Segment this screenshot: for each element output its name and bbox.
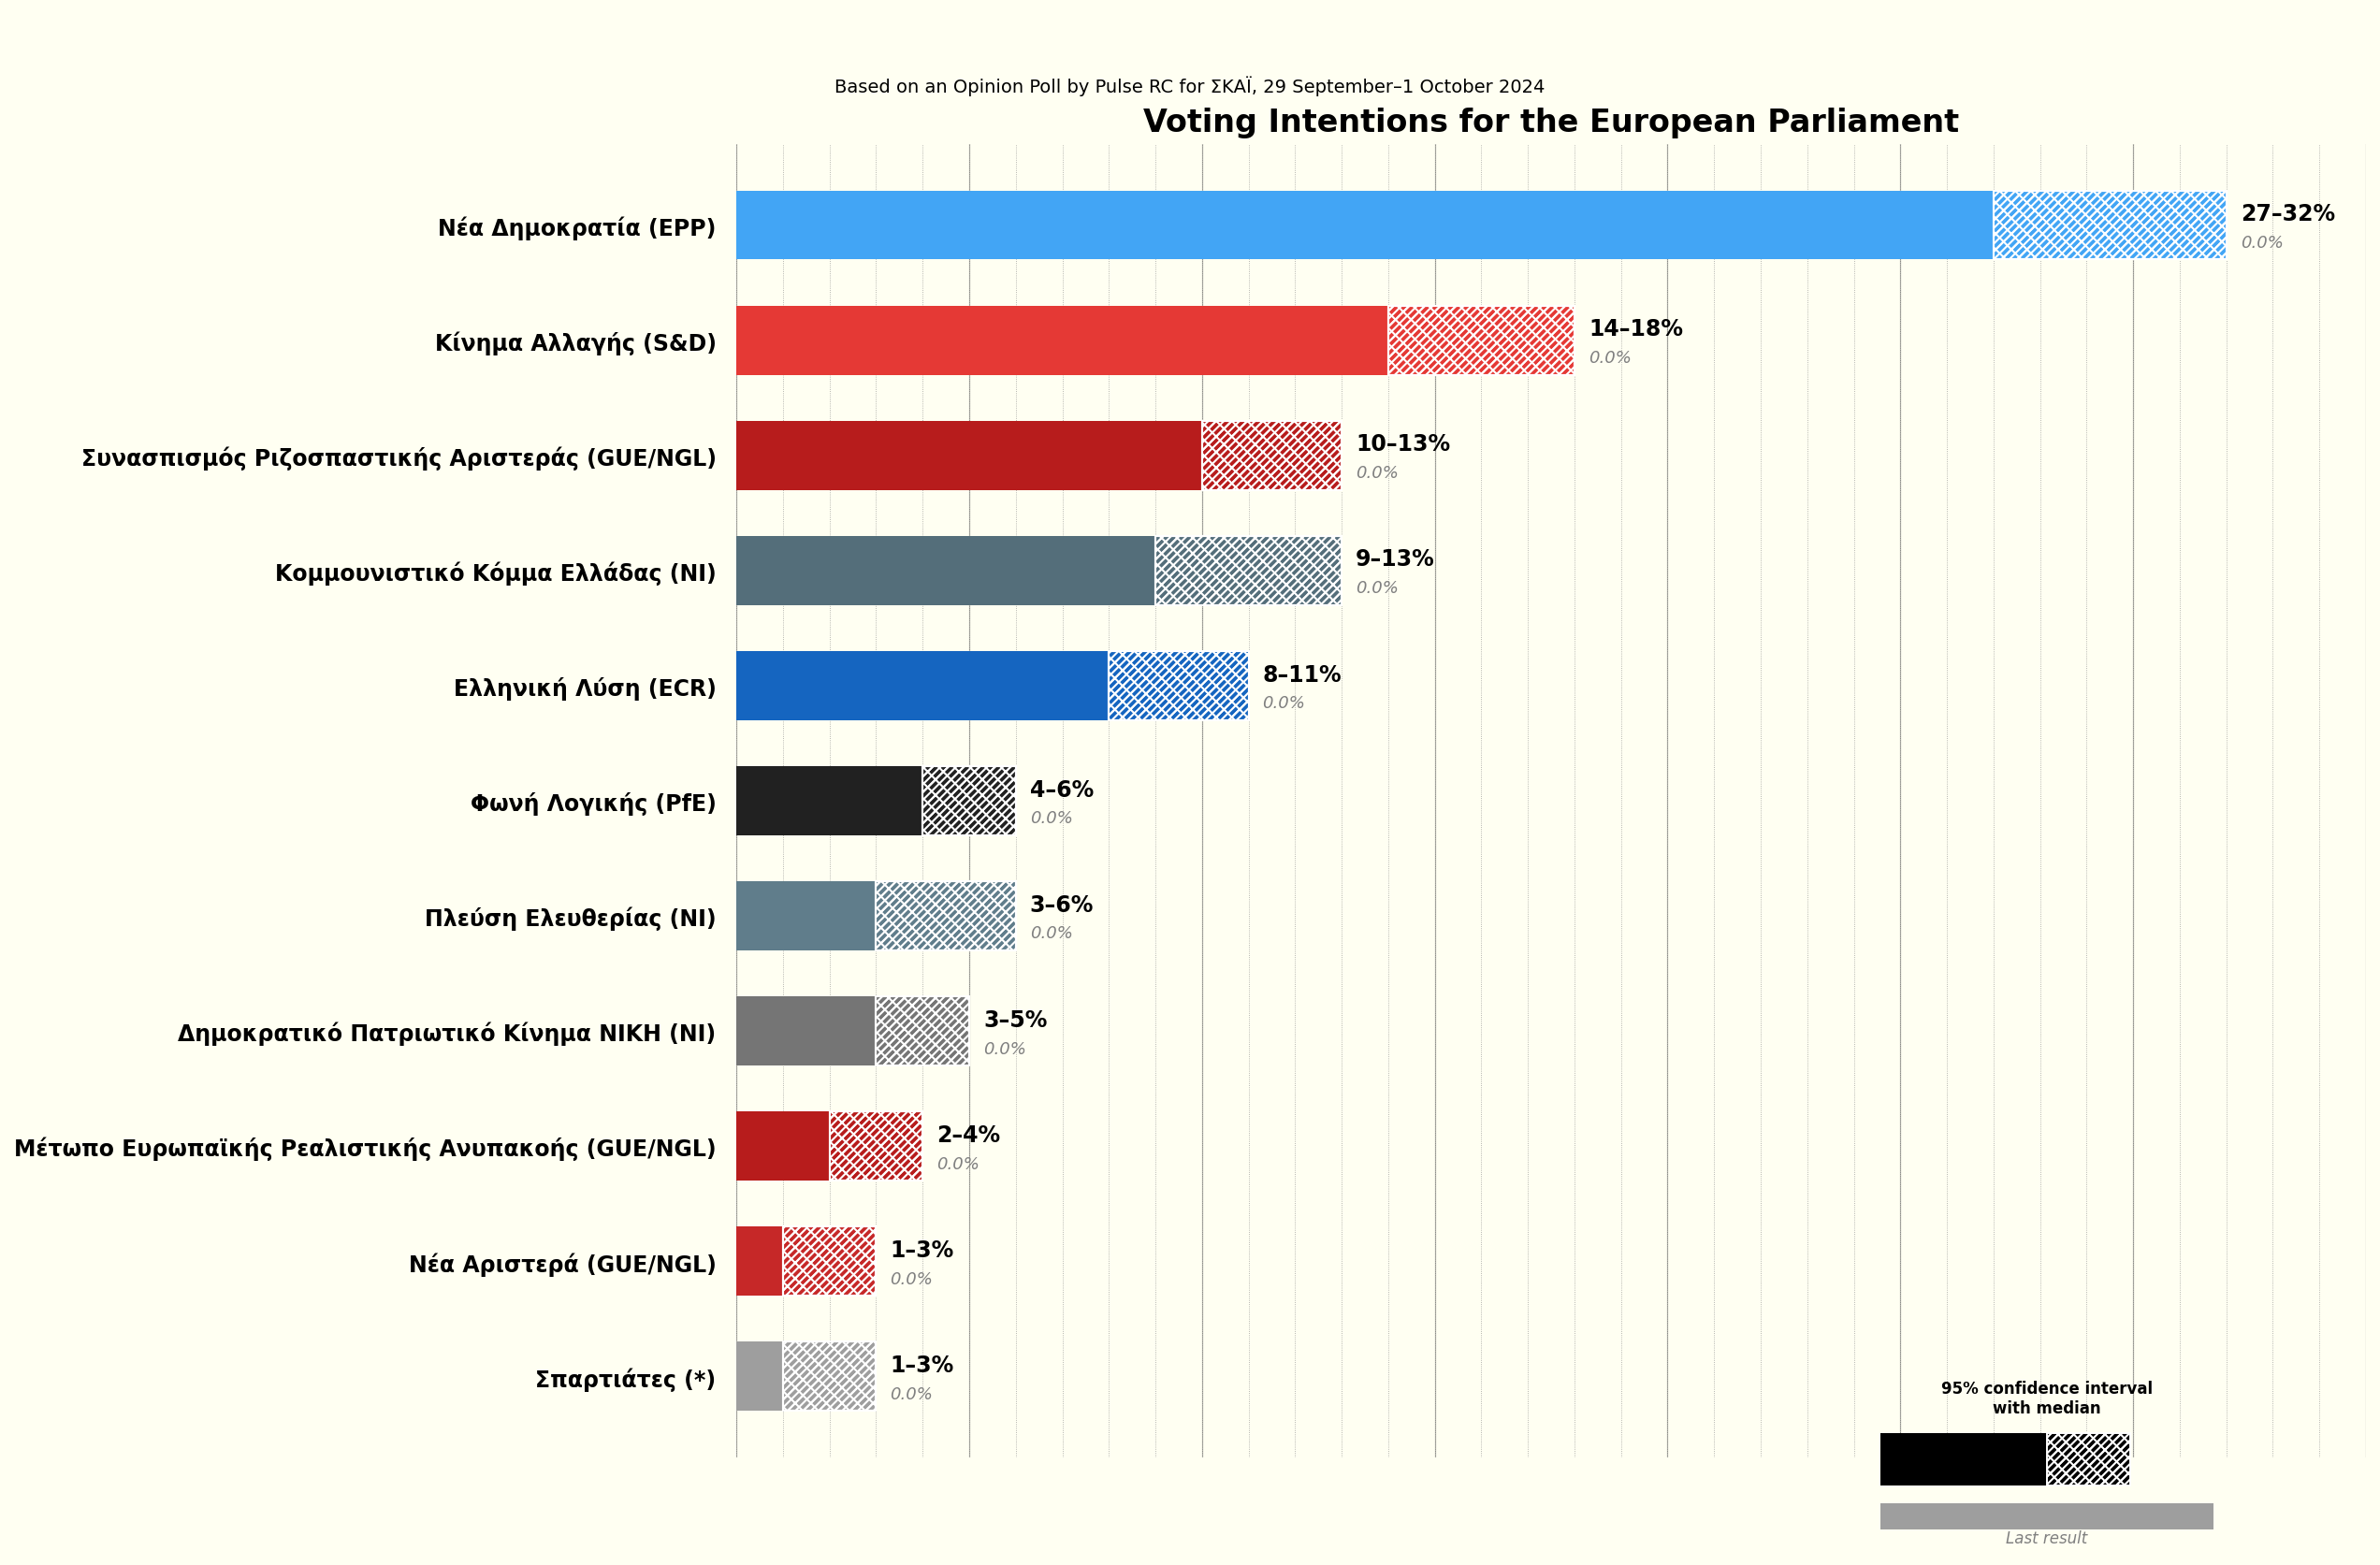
Bar (1388, 307, 1576, 376)
Bar (1388, 307, 1576, 376)
Text: 0.0%: 0.0% (1261, 695, 1307, 712)
Text: 1–3%: 1–3% (890, 1239, 954, 1261)
Bar (1994, 191, 2225, 260)
Bar (923, 767, 1016, 836)
Bar (2047, 1434, 2130, 1485)
Bar (735, 767, 923, 836)
Bar (831, 1111, 923, 1182)
Bar (735, 1343, 783, 1412)
Text: 3–6%: 3–6% (1031, 894, 1095, 916)
Bar (1154, 537, 1342, 606)
Bar (735, 421, 1202, 490)
Text: Last result: Last result (2006, 1529, 2087, 1546)
Bar (735, 307, 1388, 376)
Bar (1109, 651, 1250, 720)
Text: 0.0%: 0.0% (1587, 349, 1630, 366)
Text: 0.0%: 0.0% (890, 1271, 933, 1286)
Bar (1880, 1434, 2047, 1485)
Bar (831, 1111, 923, 1182)
Bar (876, 997, 969, 1066)
Bar (1109, 651, 1250, 720)
Bar (783, 1343, 876, 1412)
Bar (923, 767, 1016, 836)
Bar (783, 1227, 876, 1296)
Bar (1202, 421, 1342, 490)
Bar (876, 881, 1016, 952)
Text: 0.0%: 0.0% (938, 1155, 981, 1172)
Text: 0.0%: 0.0% (983, 1041, 1026, 1056)
Bar (783, 1227, 876, 1296)
Bar (1388, 307, 1576, 376)
Bar (876, 997, 969, 1066)
Bar (923, 767, 1016, 836)
Text: 1–3%: 1–3% (890, 1354, 954, 1376)
Text: 2–4%: 2–4% (938, 1124, 1000, 1146)
Text: 0.0%: 0.0% (1031, 811, 1073, 826)
Bar (735, 1227, 783, 1296)
Text: 10–13%: 10–13% (1357, 434, 1449, 455)
Text: 4–6%: 4–6% (1031, 778, 1092, 801)
Bar (1880, 1504, 2213, 1529)
Text: 3–5%: 3–5% (983, 1008, 1047, 1031)
Bar (735, 191, 1994, 260)
Bar (1202, 421, 1342, 490)
Bar (2047, 1434, 2130, 1485)
Text: 8–11%: 8–11% (1261, 664, 1342, 685)
Bar (876, 881, 1016, 952)
Bar (1154, 537, 1342, 606)
Text: 9–13%: 9–13% (1357, 548, 1435, 571)
Text: 0.0%: 0.0% (1031, 925, 1073, 942)
Bar (735, 997, 876, 1066)
Bar (783, 1343, 876, 1412)
Bar (735, 1111, 831, 1182)
Bar (735, 537, 1154, 606)
Text: 95% confidence interval
with median: 95% confidence interval with median (1942, 1380, 2152, 1416)
Bar (1154, 537, 1342, 606)
Title: Voting Intentions for the European Parliament: Voting Intentions for the European Parli… (1142, 108, 1959, 139)
Bar (783, 1227, 876, 1296)
Bar (735, 881, 876, 952)
Text: 0.0%: 0.0% (1357, 465, 1399, 482)
Bar (831, 1111, 923, 1182)
Bar (876, 997, 969, 1066)
Text: 0.0%: 0.0% (890, 1385, 933, 1402)
Bar (783, 1343, 876, 1412)
Text: 14–18%: 14–18% (1587, 318, 1683, 341)
Bar (735, 651, 1109, 720)
Bar (1994, 191, 2225, 260)
Bar (876, 881, 1016, 952)
Bar (1109, 651, 1250, 720)
Text: 0.0%: 0.0% (2240, 235, 2282, 252)
Text: 27–32%: 27–32% (2240, 203, 2335, 225)
Text: Based on an Opinion Poll by Pulse RC for ΣΚΑΪ, 29 September–1 October 2024: Based on an Opinion Poll by Pulse RC for… (835, 77, 1545, 95)
Text: 0.0%: 0.0% (1357, 581, 1399, 596)
Bar (1994, 191, 2225, 260)
Bar (1202, 421, 1342, 490)
